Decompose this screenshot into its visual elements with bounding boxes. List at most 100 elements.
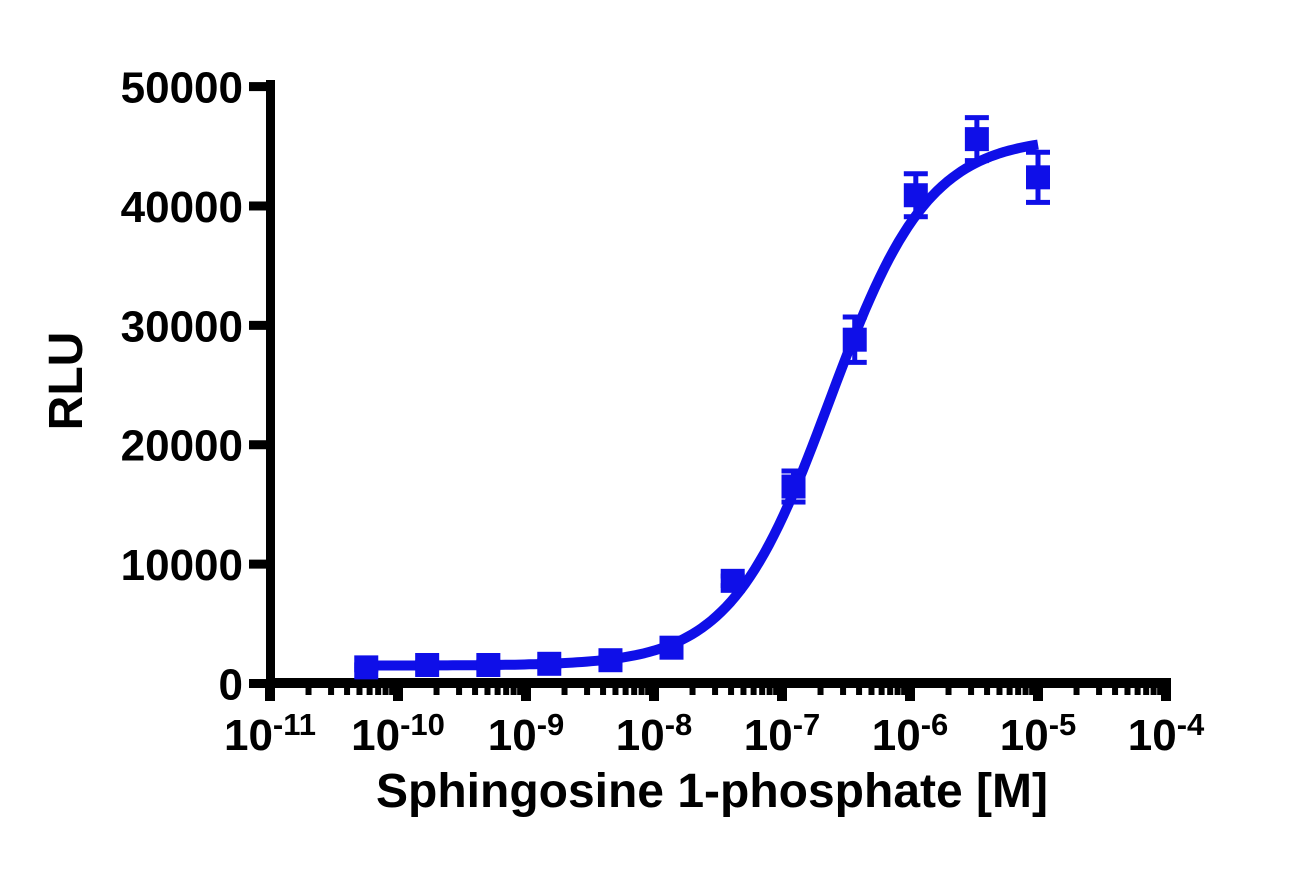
- data-point-marker: [598, 648, 623, 673]
- x-minor-tick: [356, 688, 363, 695]
- x-minor-tick: [622, 688, 629, 695]
- x-minor-tick: [984, 688, 991, 695]
- data-point-marker: [964, 127, 989, 152]
- data-point-marker: [659, 635, 684, 660]
- data-point-marker: [781, 474, 806, 499]
- x-minor-tick: [1150, 688, 1157, 695]
- x-minor-tick: [510, 688, 517, 695]
- x-major-tick: [521, 688, 531, 701]
- x-minor-tick: [728, 688, 735, 695]
- x-tick-label: 10-11: [224, 707, 316, 760]
- x-minor-tick: [1143, 688, 1150, 695]
- x-minor-tick: [305, 688, 312, 695]
- data-point-marker: [842, 327, 867, 352]
- x-minor-tick: [712, 688, 719, 695]
- x-minor-tick: [366, 688, 373, 695]
- x-minor-tick: [817, 688, 824, 695]
- x-major-tick: [265, 688, 275, 701]
- x-major-tick: [905, 688, 915, 701]
- error-bar-cap-top: [842, 314, 867, 320]
- x-minor-tick: [689, 688, 696, 695]
- x-minor-tick: [996, 688, 1003, 695]
- x-tick-label: 10-6: [872, 707, 949, 760]
- error-bar-cap-bottom: [781, 499, 806, 505]
- x-minor-tick: [382, 688, 389, 695]
- x-minor-tick: [584, 688, 591, 695]
- x-minor-tick: [631, 688, 638, 695]
- error-bar-cap-bottom: [964, 158, 989, 164]
- y-tick-label: 50000: [121, 64, 243, 113]
- y-tick-label: 0: [219, 661, 243, 710]
- x-minor-tick: [1073, 688, 1080, 695]
- y-major-tick: [249, 559, 266, 569]
- x-minor-tick: [740, 688, 747, 695]
- x-minor-tick: [638, 688, 645, 695]
- data-point-marker: [903, 183, 928, 208]
- x-minor-tick: [1134, 688, 1141, 695]
- error-bar-cap-top: [964, 115, 989, 121]
- error-bar-cap-top: [781, 468, 806, 474]
- x-minor-tick: [503, 688, 510, 695]
- data-point-marker: [415, 652, 440, 677]
- y-tick-label: 10000: [121, 541, 243, 590]
- error-bar-cap-bottom: [842, 359, 867, 365]
- y-axis-tick-labels: 0 10000 20000 30000 40000 50000: [121, 64, 243, 710]
- x-major-tick: [649, 688, 659, 701]
- x-tick-label: 10-5: [1000, 707, 1077, 760]
- data-point-marker: [354, 655, 379, 680]
- x-minor-tick: [344, 688, 351, 695]
- x-minor-tick: [766, 688, 773, 695]
- x-tick-label: 10-10: [351, 707, 445, 760]
- error-bars: [354, 115, 1050, 673]
- y-major-tick: [249, 201, 266, 211]
- x-minor-tick: [472, 688, 479, 695]
- error-bar-cap-bottom: [1026, 199, 1050, 205]
- axes: [266, 80, 1171, 689]
- x-axis-title: Sphingosine 1-phosphate [M]: [376, 765, 1048, 818]
- x-tick-label: 10-7: [744, 707, 821, 760]
- error-bar-cap-top: [903, 171, 928, 177]
- error-bar-cap-top: [1026, 149, 1050, 155]
- x-minor-tick: [901, 688, 908, 695]
- y-axis-line: [266, 80, 275, 689]
- y-axis-title: RLU: [40, 332, 93, 431]
- x-minor-tick: [1029, 688, 1036, 695]
- x-minor-tick: [456, 688, 463, 695]
- x-tick-label: 10-4: [1128, 707, 1205, 760]
- y-major-tick: [249, 82, 266, 92]
- data-point-marker: [720, 568, 745, 593]
- x-minor-tick: [1015, 688, 1022, 695]
- x-major-tick: [393, 688, 403, 701]
- x-minor-tick: [759, 688, 766, 695]
- x-axis-tick-labels: 10-11 10-10 10-9 10-8 10-7 10-6 10-5 10-4: [224, 707, 1205, 760]
- x-minor-tick: [773, 688, 780, 695]
- x-axis-ticks: [265, 688, 1171, 701]
- x-minor-tick: [612, 688, 619, 695]
- x-minor-tick: [1124, 688, 1131, 695]
- y-tick-label: 20000: [121, 422, 243, 471]
- x-minor-tick: [484, 688, 491, 695]
- x-minor-tick: [561, 688, 568, 695]
- x-major-tick: [1033, 688, 1043, 701]
- x-minor-tick: [375, 688, 382, 695]
- x-axis-line: [266, 678, 1171, 688]
- x-minor-tick: [1157, 688, 1164, 695]
- y-tick-label: 40000: [121, 183, 243, 232]
- y-major-tick: [249, 320, 266, 330]
- data-points: [354, 127, 1050, 680]
- x-minor-tick: [840, 688, 847, 695]
- x-minor-tick: [887, 688, 894, 695]
- x-minor-tick: [856, 688, 863, 695]
- x-minor-tick: [945, 688, 952, 695]
- x-minor-tick: [968, 688, 975, 695]
- x-minor-tick: [433, 688, 440, 695]
- x-tick-label: 10-8: [616, 707, 693, 760]
- x-minor-tick: [1022, 688, 1029, 695]
- x-minor-tick: [645, 688, 652, 695]
- x-minor-tick: [1112, 688, 1119, 695]
- x-minor-tick: [328, 688, 335, 695]
- data-point-marker: [537, 651, 562, 676]
- y-axis-ticks: [249, 82, 266, 688]
- fit-curve-path: [365, 139, 1039, 671]
